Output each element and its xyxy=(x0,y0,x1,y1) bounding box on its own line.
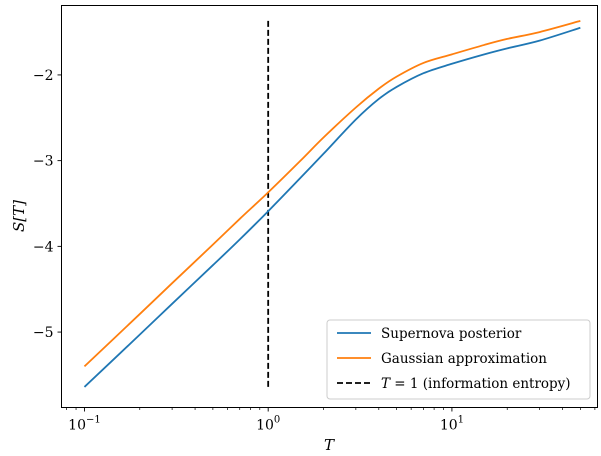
x-tick-exponent: 0 xyxy=(274,415,280,426)
axes-frame xyxy=(61,5,598,408)
legend-label-supernova: Supernova posterior xyxy=(381,326,522,342)
x-tick-base: 10 xyxy=(256,418,274,434)
x-tick-exponent: 1 xyxy=(458,415,464,426)
series-line-supernova xyxy=(83,26,581,388)
legend: Supernova posterior Gaussian approximati… xyxy=(326,319,591,400)
series-line-gaussian xyxy=(83,20,581,368)
y-tick-label: −3 xyxy=(33,154,54,170)
legend-box xyxy=(326,319,591,400)
legend-label-gaussian: Gaussian approximation xyxy=(381,351,547,367)
axis-ticks: 10−1 100 101−5−4−3−2 xyxy=(33,68,596,434)
legend-label-information-entropy: T = 1 (information entropy) xyxy=(381,376,571,392)
x-tick-label: 101 xyxy=(440,415,464,434)
y-tick-label: −2 xyxy=(33,68,54,84)
x-tick-base: 10 xyxy=(440,418,458,434)
x-axis-label: T xyxy=(324,436,335,454)
y-tick-label: −4 xyxy=(33,239,54,255)
x-tick-label: 10−1 xyxy=(68,415,101,434)
legend-entropy-variable: T xyxy=(381,376,391,392)
x-tick-exponent: −1 xyxy=(86,415,101,426)
legend-entropy-text: = 1 (information entropy) xyxy=(390,376,571,392)
plot-area xyxy=(83,20,581,388)
x-tick-base: 10 xyxy=(68,418,86,434)
x-tick-label: 100 xyxy=(256,415,280,434)
y-tick-label: −5 xyxy=(33,325,54,341)
y-axis-label: S[T] xyxy=(10,200,28,232)
